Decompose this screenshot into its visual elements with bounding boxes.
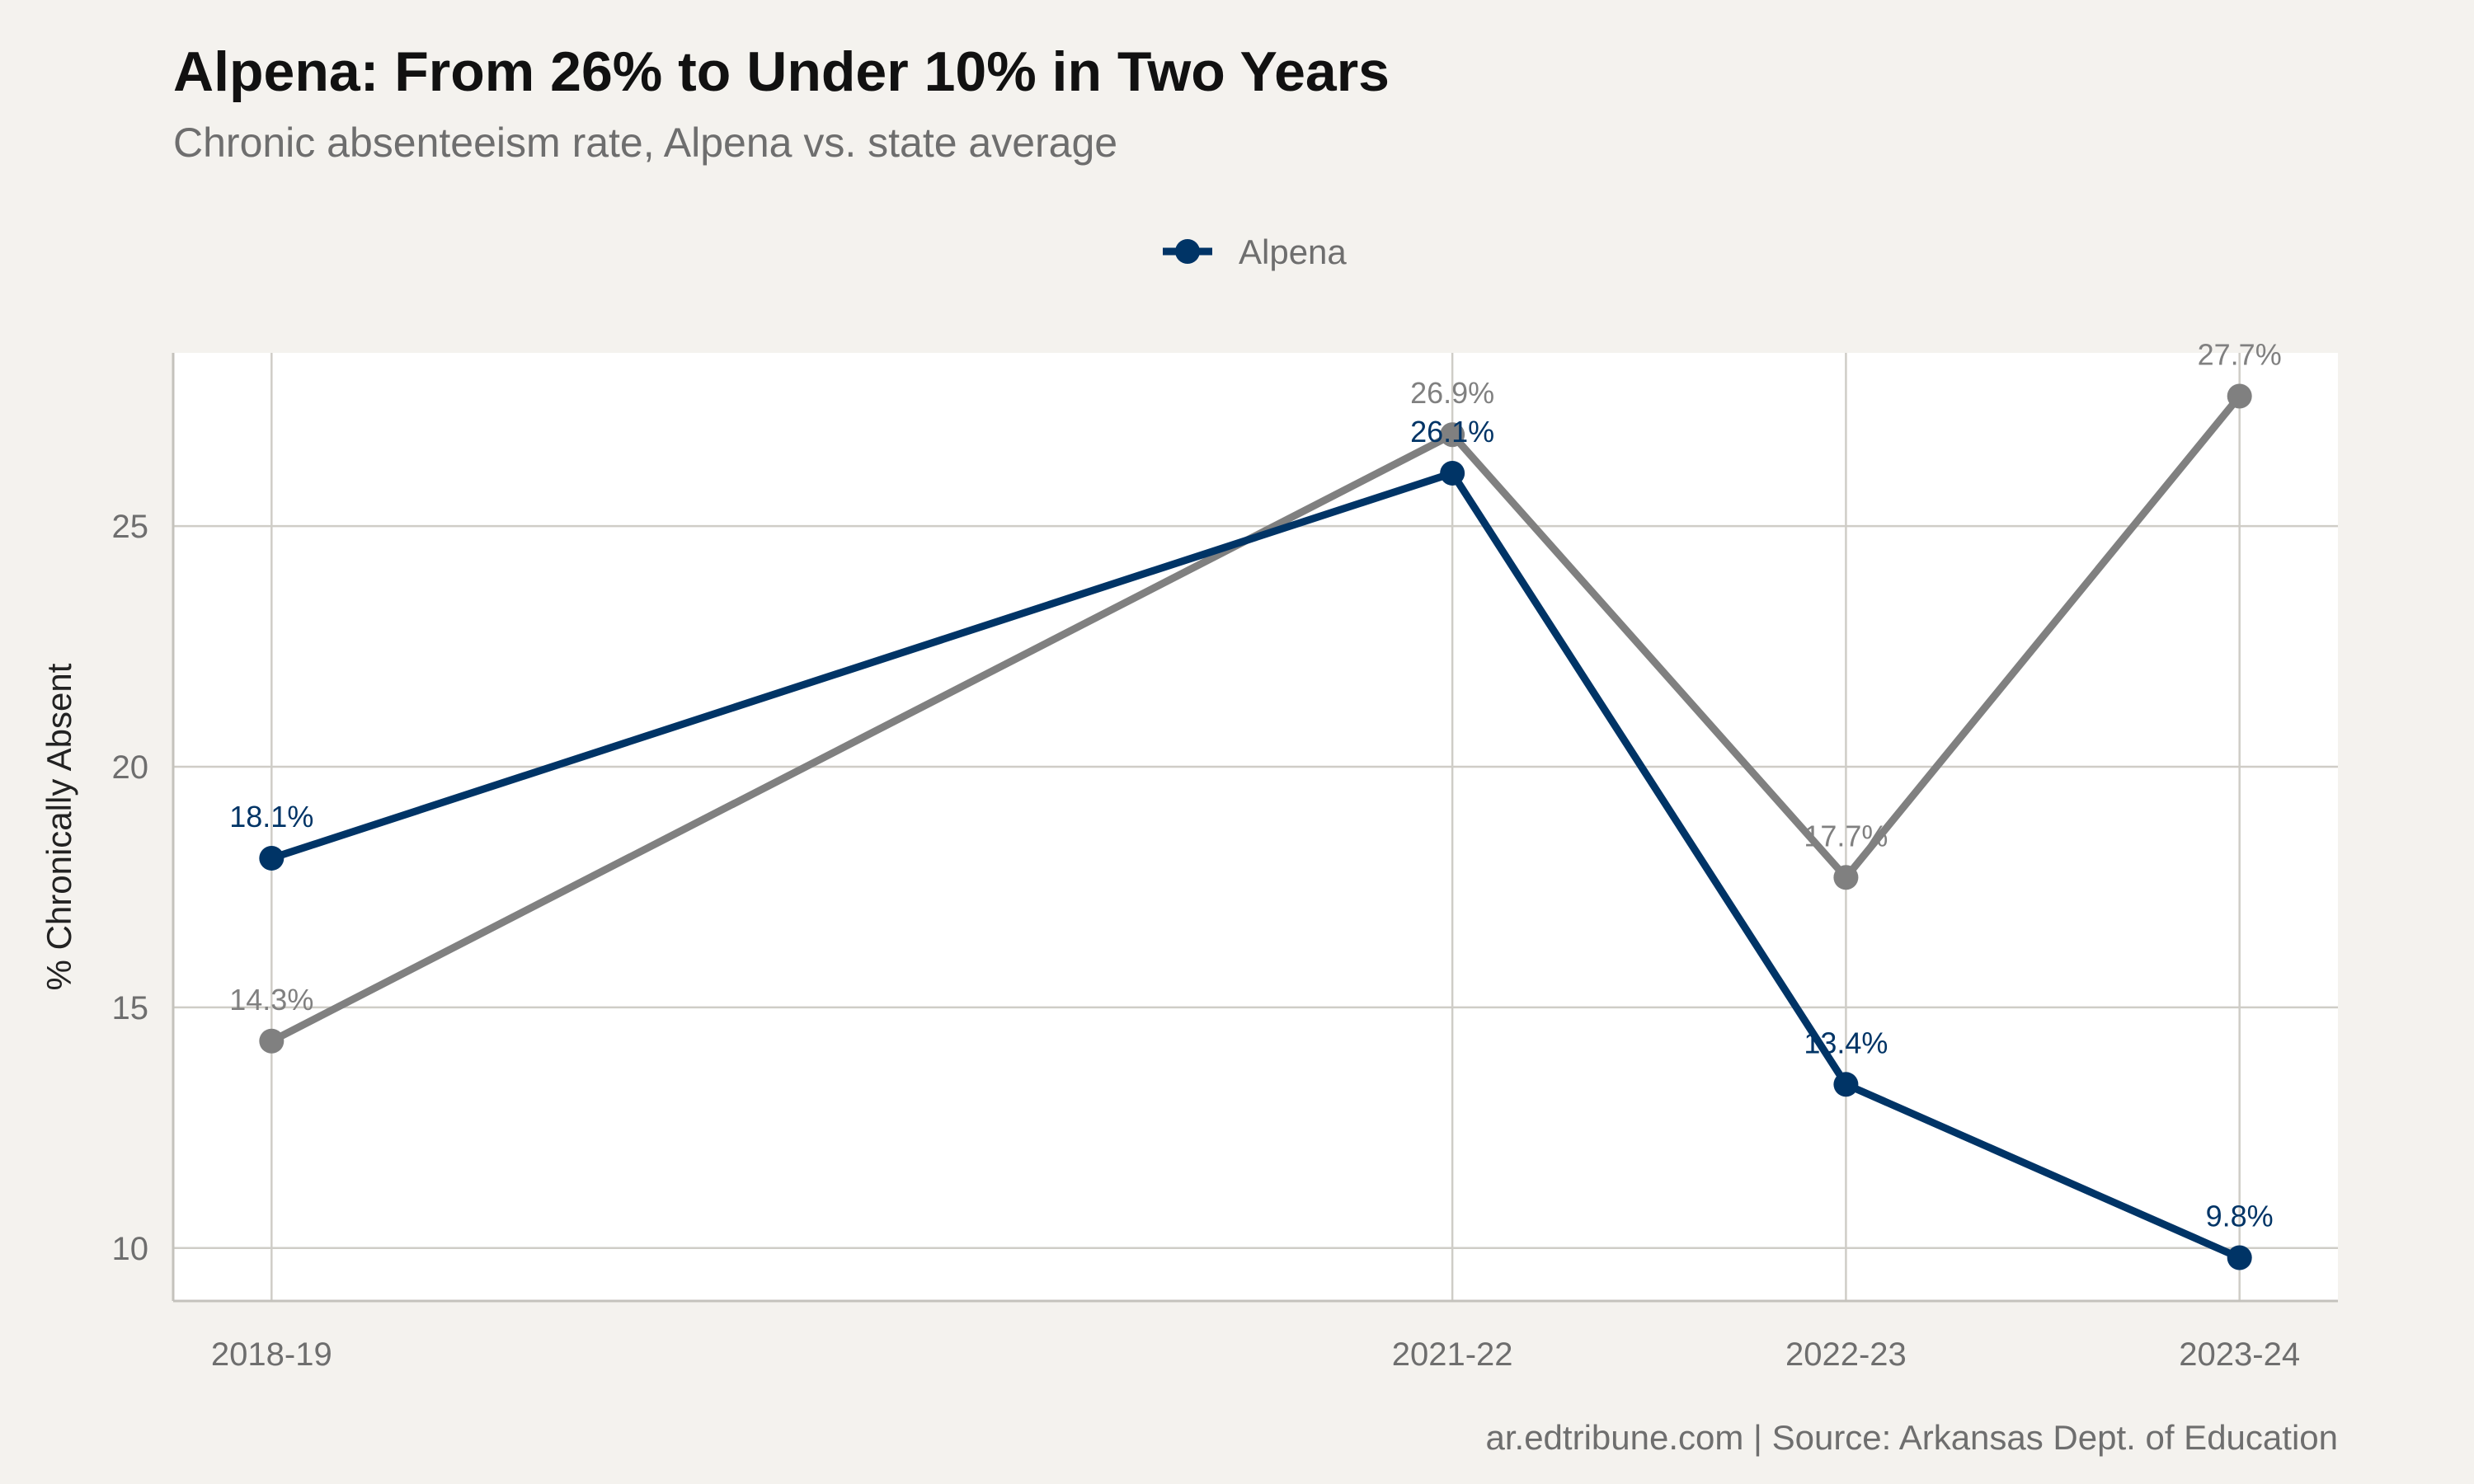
alpena-data-label: 9.8%: [2206, 1199, 2274, 1233]
y-tick-label: 10: [112, 1231, 149, 1267]
series-1-line: [267, 392, 2244, 1045]
alpena-point: [2227, 1245, 2252, 1270]
x-tick-label: 2022-23: [1785, 1336, 1907, 1373]
series-1-data-label: 14.3%: [229, 983, 313, 1017]
data-labels: 14.3% 26.9% 17.7% 27.7% 18.1% 26.1% 13.4% 9.8%: [229, 338, 2281, 1233]
alpena-point: [259, 845, 285, 871]
y-axis-title: % Chronically Absent: [40, 663, 78, 990]
series-1-data-label: 26.9%: [1410, 376, 1494, 410]
x-tick-label: 2021-22: [1392, 1336, 1513, 1373]
series-1-point: [259, 1028, 285, 1054]
chart-caption: ar.edtribune.com | Source: Arkansas Dept…: [1486, 1418, 2339, 1457]
chart-subtitle: Chronic absenteeism rate, Alpena vs. sta…: [173, 120, 1117, 166]
x-tick-label: 2018-19: [211, 1336, 332, 1373]
alpena-data-label: 18.1%: [229, 800, 313, 834]
legend-point-swatch: [1175, 239, 1200, 264]
series-1-point: [2227, 383, 2252, 409]
y-tick-label: 25: [112, 509, 149, 545]
x-tick-label: 2023-24: [2179, 1336, 2300, 1373]
gridlines: [173, 353, 2338, 1301]
alpena-point: [1440, 460, 1465, 486]
series-1-data-label: 17.7%: [1804, 819, 1888, 852]
y-axis: 10 15 20 25: [112, 509, 149, 1267]
series-1-data-label: 27.7%: [2198, 338, 2282, 372]
legend-label: Alpena: [1239, 232, 1347, 271]
chart-title: Alpena: From 26% to Under 10% in Two Yea…: [173, 40, 1390, 103]
series-1-point: [1833, 865, 1859, 890]
series-layer: [259, 383, 2252, 1270]
legend: Alpena: [1163, 232, 1347, 271]
alpena-data-label: 26.1%: [1410, 415, 1494, 448]
alpena-data-label: 13.4%: [1804, 1026, 1888, 1059]
alpena-line: [267, 469, 2244, 1261]
alpena-point: [1833, 1072, 1859, 1097]
y-tick-label: 15: [112, 990, 149, 1026]
x-axis: 2018-19 2021-22 2022-23 2023-24: [211, 1336, 2300, 1373]
series-1-point: [1440, 422, 1465, 448]
y-tick-label: 20: [112, 749, 149, 786]
